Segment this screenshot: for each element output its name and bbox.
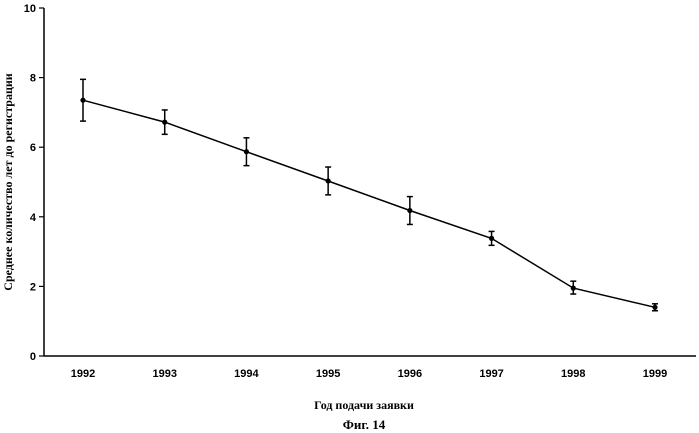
data-point [80,98,85,103]
series-line [83,100,655,307]
data-point [407,208,412,213]
x-tick-label: 1997 [479,368,503,380]
x-axis-label: Год подачи заявки [314,398,414,412]
y-tick-label: 4 [30,212,37,224]
x-tick-label: 1994 [234,368,259,380]
data-point-group [80,98,657,310]
y-tick-label: 0 [30,351,36,363]
data-point [244,149,249,154]
y-tick-label: 10 [24,3,36,15]
data-point [652,305,657,310]
y-axis-label: Среднее количество лет до регистрации [1,73,15,291]
x-tick-label: 1996 [398,368,422,380]
x-tick-label: 1995 [316,368,340,380]
y-tick-group: 0 2 4 6 8 10 [24,3,44,363]
data-point [162,120,167,125]
y-tick-label: 8 [30,73,36,85]
y-tick-label: 6 [30,142,36,154]
data-point [489,236,494,241]
x-tick-label: 1993 [152,368,176,380]
data-point [571,286,576,291]
x-tick-group: 1992 1993 1994 1995 1996 1997 1998 1999 [71,368,667,380]
y-tick-label: 2 [30,281,36,293]
data-point [326,178,331,183]
x-tick-label: 1999 [643,368,667,380]
x-tick-label: 1992 [71,368,95,380]
axis-lines [44,8,696,356]
figure-label: Фиг. 14 [343,417,386,432]
x-tick-label: 1998 [561,368,585,380]
